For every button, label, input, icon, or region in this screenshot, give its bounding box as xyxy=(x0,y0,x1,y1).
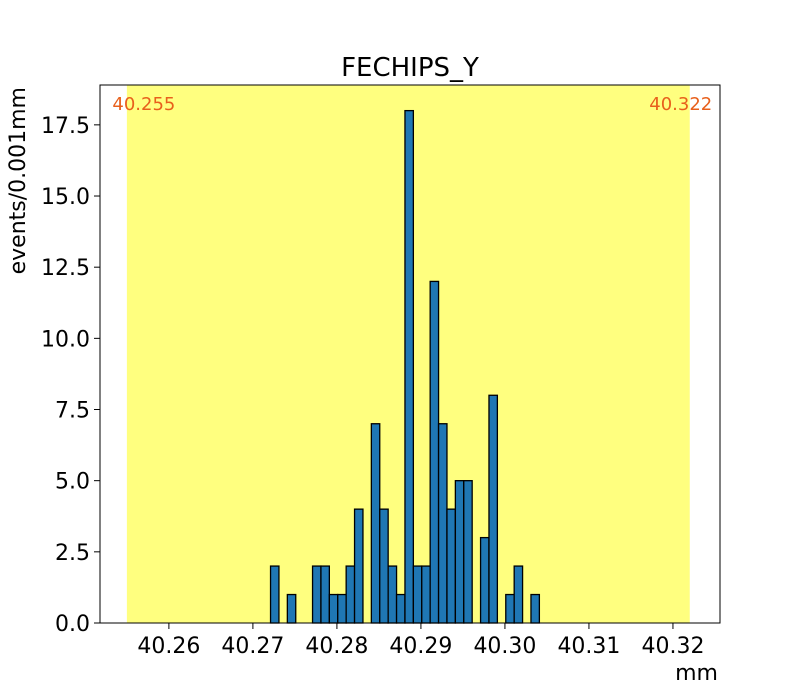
y-axis-label: events/0.001mm xyxy=(6,87,31,274)
y-tick-label: 17.5 xyxy=(41,114,90,139)
y-tick-label: 2.5 xyxy=(55,541,90,566)
y-tick-label: 5.0 xyxy=(55,470,90,495)
histogram-bar xyxy=(429,280,440,624)
y-tick-label: 10.0 xyxy=(41,327,90,352)
histogram-bar xyxy=(353,508,364,624)
histogram-bar xyxy=(479,536,490,624)
histogram-bar xyxy=(269,565,280,624)
x-tick-label: 40.29 xyxy=(389,634,452,659)
histogram-bar xyxy=(412,565,423,624)
histogram-bar xyxy=(395,593,406,624)
histogram-bar xyxy=(463,480,473,624)
band-high-label: 40.322 xyxy=(649,94,712,115)
histogram-bar xyxy=(328,593,339,624)
x-tick-label: 40.32 xyxy=(641,634,704,659)
x-tick-label: 40.28 xyxy=(305,634,368,659)
histogram-bar xyxy=(370,423,381,624)
y-tick-label: 12.5 xyxy=(41,256,90,281)
histogram-bar xyxy=(530,593,541,624)
y-axis: 0.0 2.5 5.0 7.5 10.0 12.5 15.0 17.5 xyxy=(41,114,100,637)
histogram-bar xyxy=(454,480,465,624)
histogram-bar xyxy=(387,565,398,624)
histogram-bar xyxy=(404,109,415,624)
histogram-bar xyxy=(488,394,499,624)
y-tick-label: 15.0 xyxy=(41,185,90,210)
histogram-bar xyxy=(345,565,356,624)
histogram-bar xyxy=(320,565,330,624)
band-low-label: 40.255 xyxy=(112,94,175,115)
histogram-bar xyxy=(505,593,515,624)
histogram-bar xyxy=(437,423,448,624)
chart-title: FECHIPS_Y xyxy=(341,53,479,83)
histogram-bar xyxy=(337,593,347,624)
histogram-bar xyxy=(311,565,322,624)
x-tick-label: 40.31 xyxy=(557,634,620,659)
y-tick-label: 0.0 xyxy=(55,612,90,637)
x-tick-label: 40.27 xyxy=(221,634,284,659)
y-tick-label: 7.5 xyxy=(55,399,90,424)
x-axis: 40.26 40.27 40.28 40.29 40.30 40.31 40.32 xyxy=(137,623,704,659)
x-tick-label: 40.30 xyxy=(473,634,536,659)
histogram-bar xyxy=(379,508,389,624)
histogram-bar xyxy=(513,565,524,624)
x-tick-label: 40.26 xyxy=(137,634,200,659)
histogram-bar xyxy=(286,593,297,624)
plot-frame xyxy=(99,84,721,624)
x-axis-label: mm xyxy=(675,661,718,686)
histogram-bar xyxy=(446,508,457,624)
histogram-bar xyxy=(421,565,431,624)
